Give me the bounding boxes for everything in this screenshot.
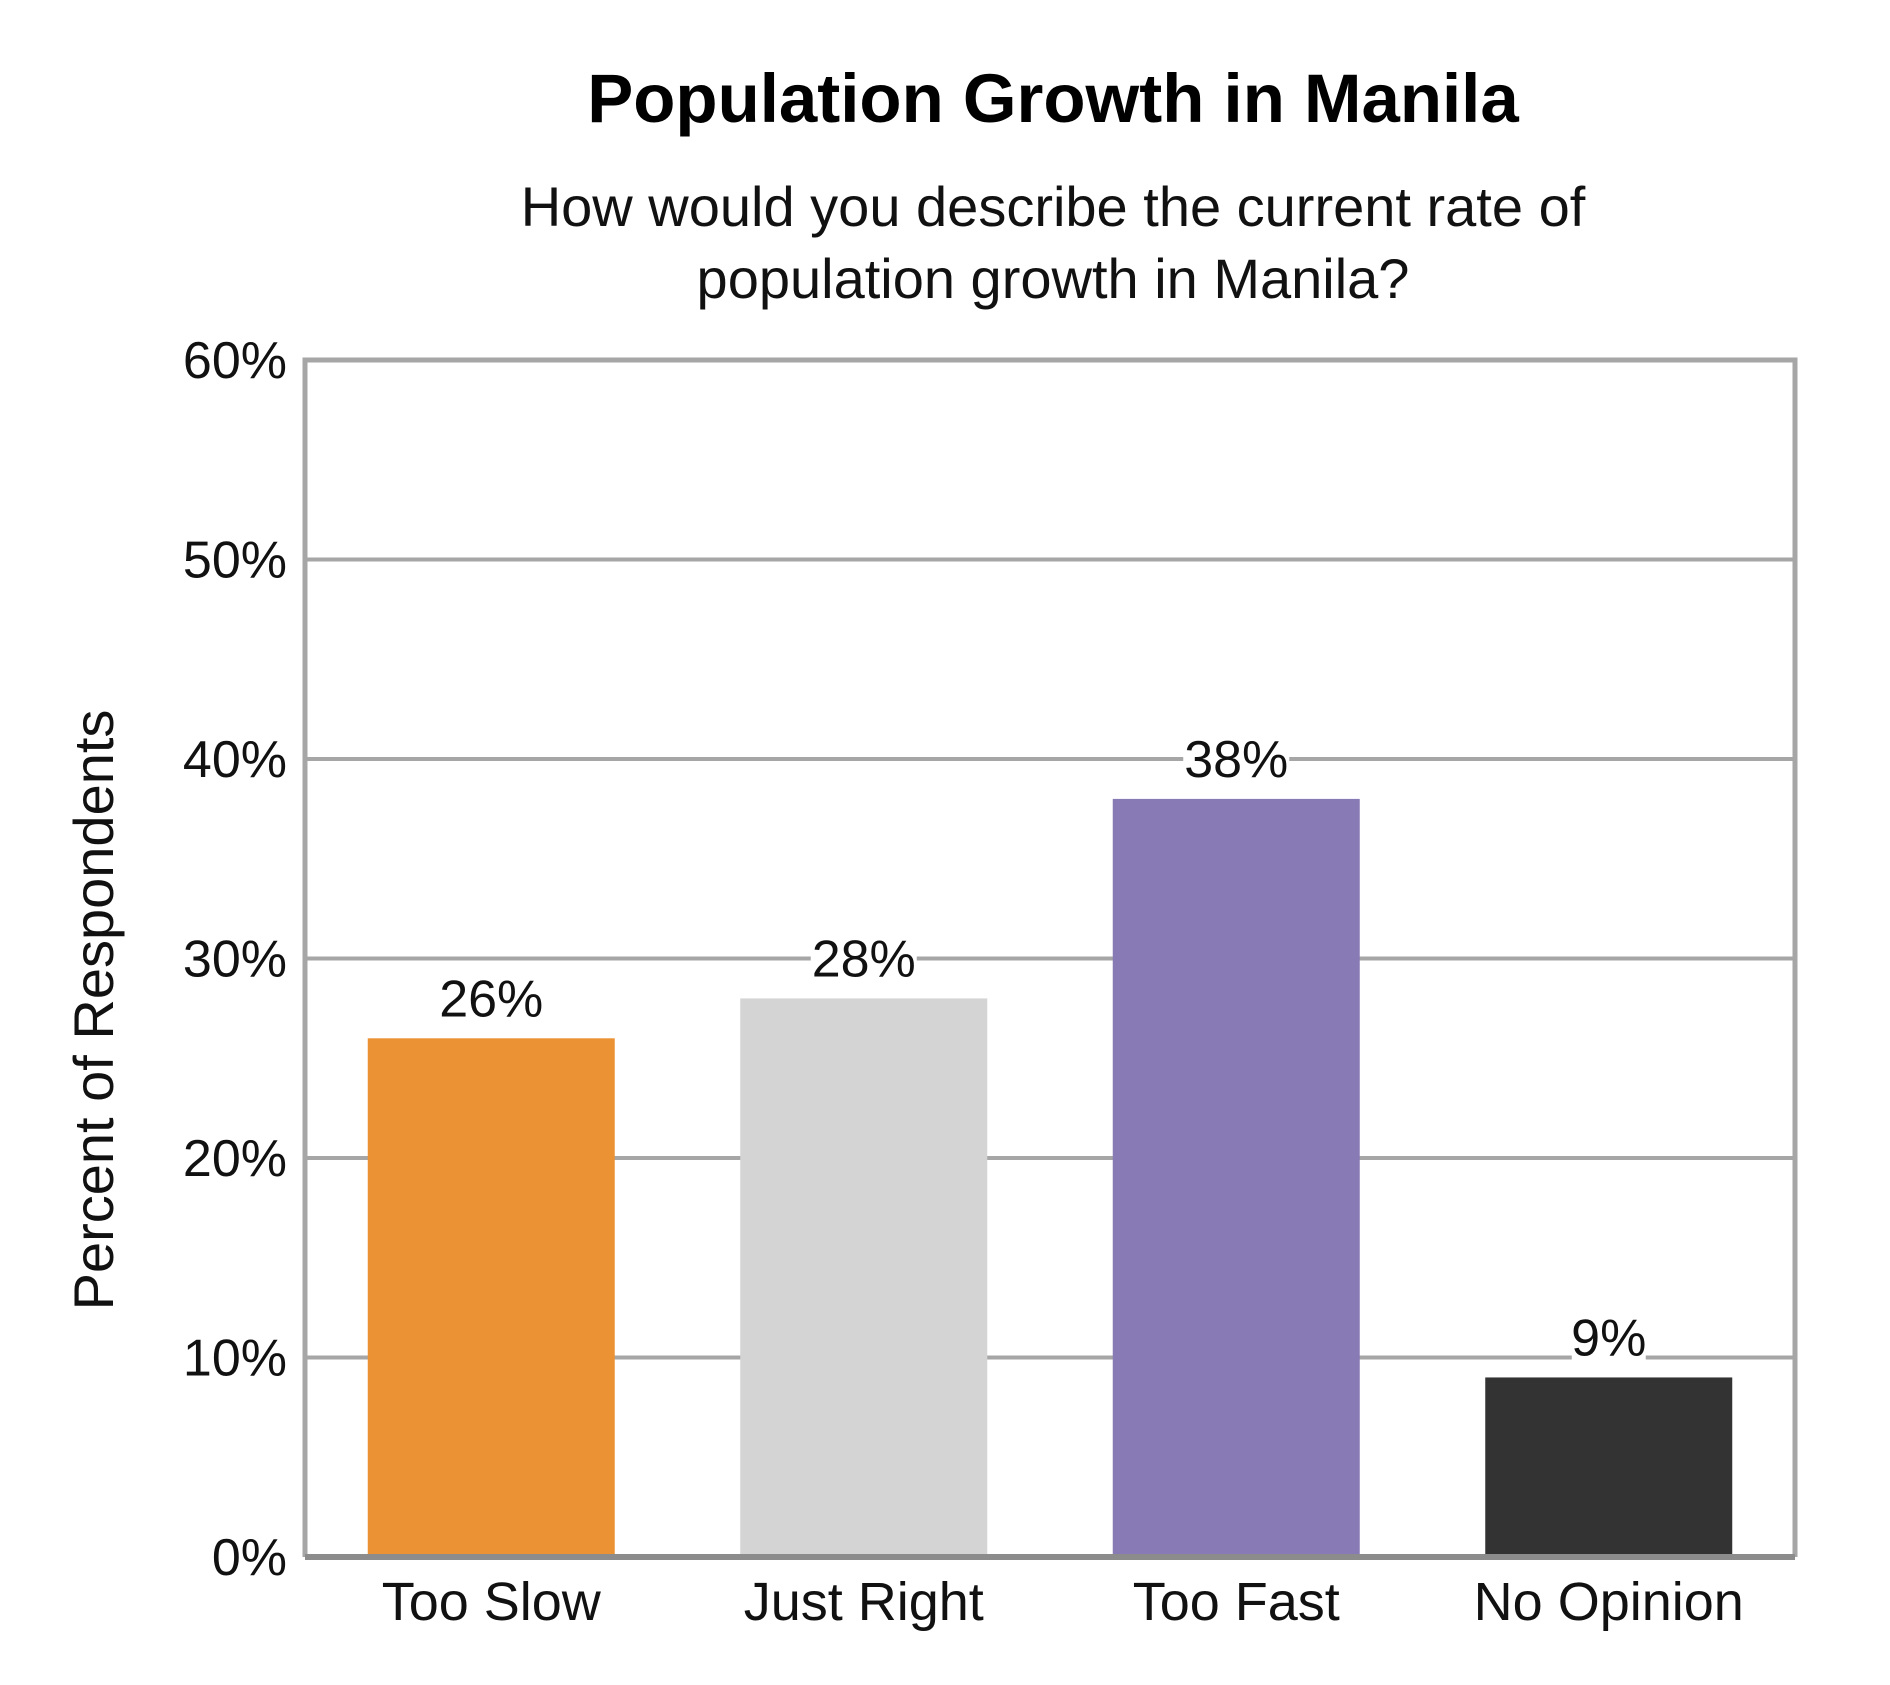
bar-just-right: [740, 998, 988, 1557]
data-label: 9%: [1571, 1309, 1646, 1367]
y-tick-label: 60%: [183, 332, 287, 390]
y-tick-label: 30%: [183, 931, 287, 989]
bar-too-slow: [367, 1038, 615, 1557]
bar-too-fast: [1112, 798, 1360, 1557]
data-label: 38%: [1184, 731, 1288, 789]
x-category-label: Too Fast: [1133, 1572, 1340, 1632]
bar-no-opinion: [1485, 1377, 1733, 1557]
x-category-label: Too Slow: [382, 1572, 602, 1632]
y-tick-label: 50%: [183, 532, 287, 590]
y-tick-label: 20%: [183, 1130, 287, 1188]
data-label-background: [1183, 728, 1290, 787]
chart-subtitle-line-1: How would you describe the current rate …: [521, 175, 1586, 238]
data-label-background: [1571, 1307, 1646, 1366]
plot-frame: [302, 357, 1798, 1560]
data-label-background: [438, 968, 545, 1027]
y-tick-label: 10%: [183, 1330, 287, 1388]
y-axis-title: Percent of Respondents: [62, 710, 125, 1311]
labels: 0% 10% 20% 30% 40% 50% 60% 26% Too Slow 28% Just R…: [183, 332, 1744, 1632]
y-tick-label: 0%: [212, 1529, 287, 1587]
bars: [367, 798, 1733, 1557]
chart-title: Population Growth in Manila: [587, 60, 1519, 137]
plot-border: [302, 357, 1798, 1557]
chart-subtitle-line-2: population growth in Manila?: [697, 247, 1410, 310]
x-category-label: Just Right: [744, 1572, 984, 1632]
y-tick-label: 40%: [183, 731, 287, 789]
x-category-label: No Opinion: [1474, 1572, 1744, 1632]
data-label: 26%: [439, 970, 543, 1028]
data-label: 28%: [812, 930, 916, 988]
data-label-background: [810, 928, 917, 987]
